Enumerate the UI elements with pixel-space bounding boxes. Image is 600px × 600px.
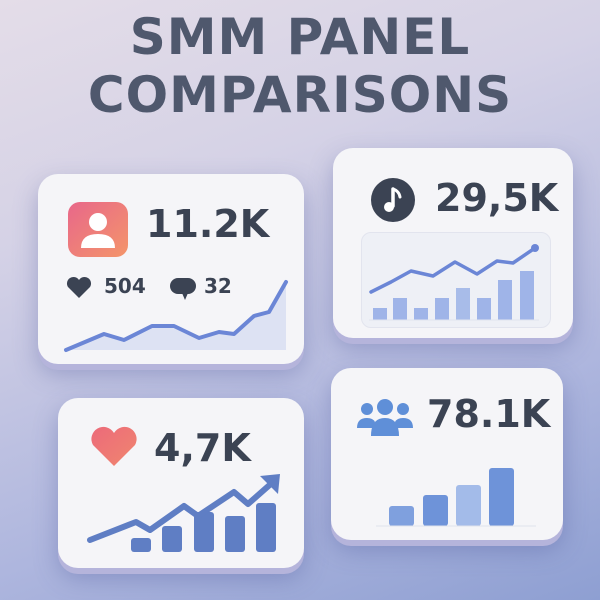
music-note-icon (371, 178, 415, 222)
bar-line-chart (369, 244, 539, 321)
likes-value: 4,7K (154, 426, 251, 470)
title-line-1: SMM PANEL (129, 8, 471, 66)
likes-count: 504 (104, 274, 146, 298)
followers-card[interactable]: 11.2K 504 32 (38, 174, 304, 364)
music-card[interactable]: 29,5K (333, 148, 573, 338)
heart-icon (66, 276, 92, 298)
group-card[interactable]: 78.1K (331, 368, 563, 540)
growth-bars (376, 468, 536, 527)
group-value: 78.1K (427, 392, 551, 436)
likes-card[interactable]: 4,7K (58, 398, 304, 568)
trend-area-chart (64, 280, 288, 352)
growth-bar-chart (87, 474, 280, 552)
heart-icon (91, 426, 137, 466)
title-line-2: COMPARISONS (87, 66, 513, 124)
music-value: 29,5K (435, 176, 559, 220)
comment-icon (170, 278, 196, 300)
followers-value: 11.2K (146, 202, 270, 246)
page-title: SMM PANEL COMPARISONS (0, 8, 600, 124)
comments-count: 32 (204, 274, 232, 298)
user-profile-icon (68, 202, 128, 257)
users-group-icon (357, 399, 413, 436)
